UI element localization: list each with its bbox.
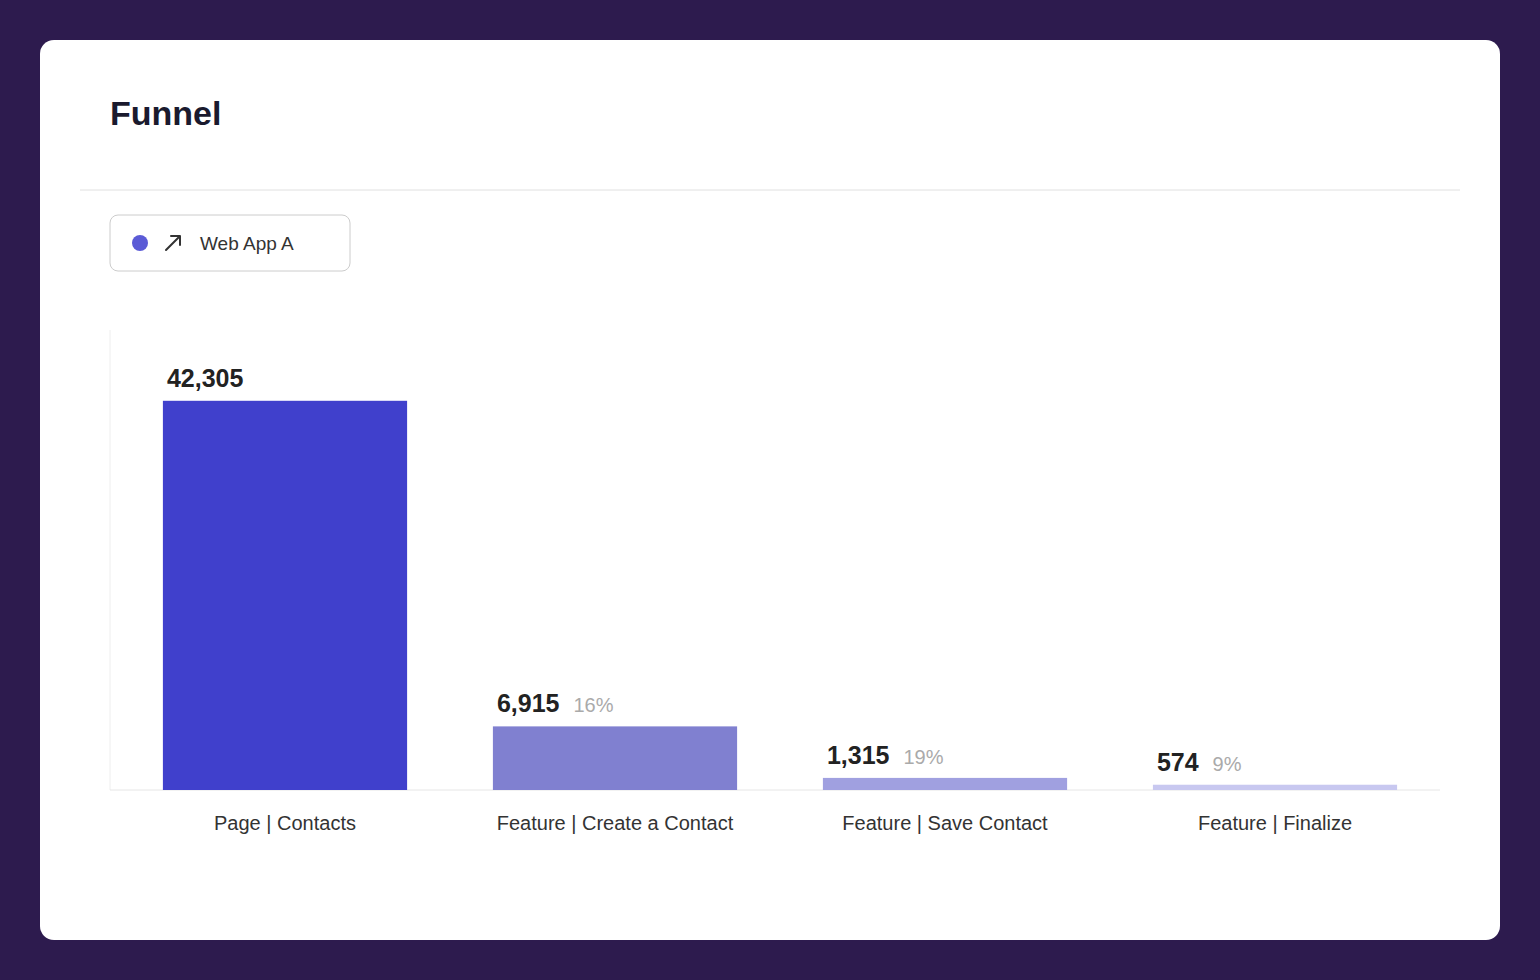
chart-container: Funnel Web App A 42,305 Page | Contacts 6,91… [0,0,1540,980]
legend-icon [166,236,180,250]
card [40,40,1500,940]
value-label: 1,315 [827,741,890,769]
value-axis-line [110,330,111,790]
separator [80,190,1460,191]
value-label: 574 [1157,748,1199,776]
percentage-label: 16% [573,694,613,716]
category-label: Feature | Create a Contact [497,812,734,834]
value-label: 6,915 [497,689,560,717]
bar [1153,785,1397,790]
bar [163,401,407,790]
legend-swatch [132,235,148,251]
legend: Web App A [110,215,350,271]
legend-box [110,215,350,271]
bars [163,401,1397,790]
percentage-label: 19% [903,746,943,768]
legend-label: Web App A [200,233,294,254]
percentage-label: 9% [1213,753,1242,775]
category-label: Feature | Finalize [1198,812,1352,834]
chart: Funnel Web App A 42,305 Page | Contacts 6,91… [0,0,1540,980]
labels: 42,305 Page | Contacts 6,915 16% Feature | C… [167,364,1352,834]
bar [823,778,1067,790]
category-label: Page | Contacts [214,812,356,834]
title: Funnel [110,94,221,132]
bar [493,726,737,790]
category-label: Feature | Save Contact [842,812,1048,834]
value-label: 42,305 [167,364,244,392]
outer-background [0,0,1540,980]
